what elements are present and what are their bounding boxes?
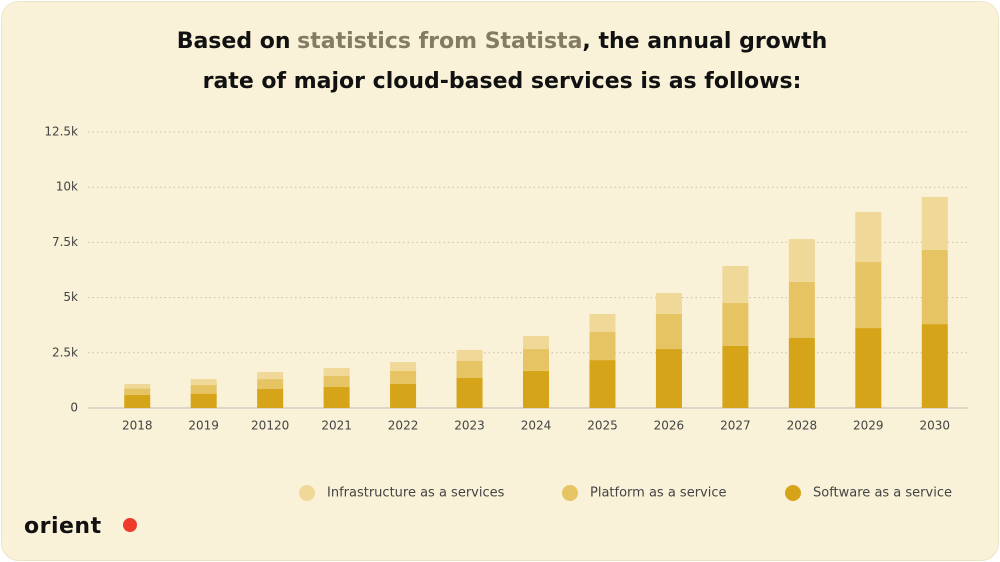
bar-segment (390, 362, 417, 371)
bar-segment (456, 360, 483, 378)
y-tick-label: 5k (63, 290, 78, 304)
legend-swatch (299, 485, 315, 501)
x-tick-label: 2018 (122, 419, 153, 433)
bar-segment (456, 377, 483, 408)
legend-label: Platform as a service (590, 486, 727, 501)
logo: orient (24, 514, 102, 539)
bar-segment (921, 324, 948, 408)
bar-segment (855, 328, 882, 408)
bar-segment (390, 370, 417, 384)
bar-segment (124, 394, 151, 408)
x-tick-label: 2030 (919, 419, 950, 433)
bar-segment (589, 332, 616, 361)
title-prefix: Based on (176, 29, 291, 54)
x-tick-label: 2019 (188, 419, 219, 433)
bar-segment (589, 360, 616, 408)
y-tick-label: 2.5k (52, 345, 78, 359)
bar-segment (655, 313, 682, 350)
bar-segment (523, 349, 549, 371)
bar-segment (323, 375, 350, 388)
title: Based on statistics from Statista, the an… (152, 22, 852, 102)
y-tick-label: 7.5k (52, 235, 78, 249)
bar-segment (921, 249, 948, 325)
bar-segment (523, 370, 549, 408)
bar-segment (390, 383, 417, 408)
x-tick-label: 2022 (388, 419, 419, 433)
bar-segment (124, 383, 151, 389)
bar-segment (921, 196, 948, 250)
bar-segment (456, 349, 483, 361)
y-tick-label: 0 (70, 401, 78, 415)
x-tick-label: 2021 (321, 419, 352, 433)
legend-label: Software as a service (813, 486, 952, 501)
x-tick-label: 2027 (720, 419, 751, 433)
bar-segment (190, 379, 217, 385)
y-tick-label: 12.5k (44, 125, 78, 139)
x-tick-label: 2024 (521, 419, 552, 433)
bar-segment (323, 368, 350, 376)
x-tick-label: 2025 (587, 419, 618, 433)
bar-segment (855, 211, 882, 263)
y-tick-label: 10k (56, 180, 78, 194)
bar-segment (257, 372, 284, 380)
bar-segment (788, 281, 815, 339)
x-tick-label: 2026 (654, 419, 685, 433)
bar-segment (257, 389, 284, 408)
x-tick-label: 2023 (454, 419, 485, 433)
legend-label: Infrastructure as a services (327, 486, 505, 501)
bar-segment (323, 387, 350, 408)
bar-segment (190, 393, 217, 408)
logo-dot (123, 518, 137, 532)
bar-segment (788, 338, 815, 408)
title-link[interactable]: statistics from Statista (297, 29, 583, 54)
legend-swatch (785, 485, 801, 501)
bar-segment (722, 266, 749, 303)
bar-segment (190, 384, 217, 394)
x-tick-label: 20120 (251, 419, 289, 433)
legend-swatch (562, 485, 578, 501)
bar-segment (523, 336, 549, 350)
bar-segment (257, 379, 284, 390)
x-tick-label: 2029 (853, 419, 884, 433)
bar-segment (124, 388, 151, 395)
bar-segment (788, 239, 815, 282)
bar-segment (722, 345, 749, 408)
bar-segment (589, 313, 616, 333)
bar-segment (855, 262, 882, 329)
bar-segment (655, 292, 682, 314)
x-tick-label: 2028 (787, 419, 818, 433)
title-suffix: , the annual growth rate of major cloud-… (202, 29, 828, 94)
bar-segment (655, 349, 682, 408)
bar-segment (722, 302, 749, 346)
